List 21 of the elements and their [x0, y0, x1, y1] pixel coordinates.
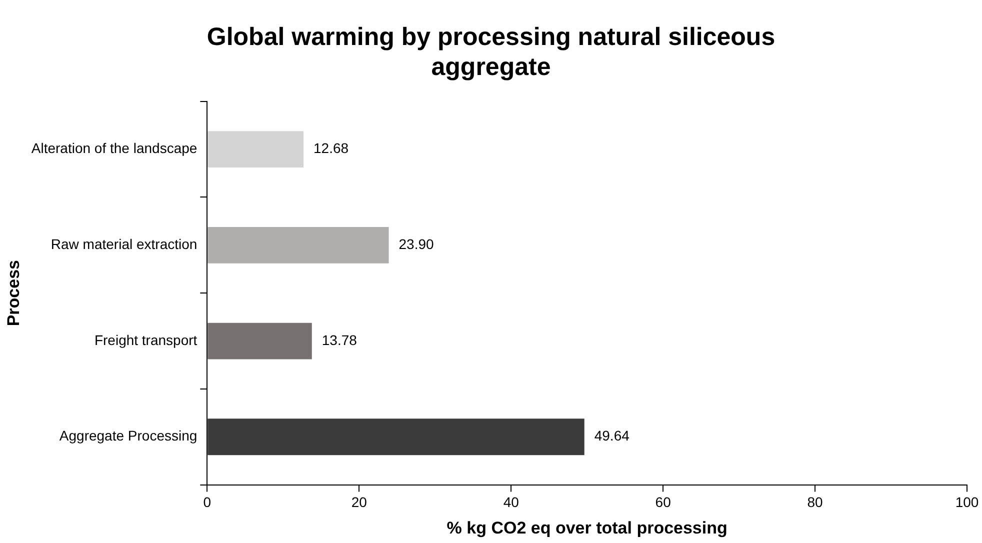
x-axis-title: % kg CO2 eq over total processing [446, 518, 728, 538]
bar [208, 226, 389, 264]
bar [208, 322, 312, 360]
y-tick-label: Alteration of the landscape [31, 140, 198, 156]
bar [208, 131, 304, 168]
x-tick-label: 80 [807, 494, 824, 510]
data-label: 12.68 [314, 140, 349, 156]
data-label: 13.78 [322, 332, 358, 348]
y-tick-label: Freight transport [94, 332, 198, 348]
y-axis-title: Process [4, 260, 23, 326]
bar [208, 418, 584, 456]
data-label: 49.64 [594, 428, 630, 444]
x-tick-label: 20 [351, 494, 368, 510]
chart-title: Global warming by processing natural siliceous aggregate [206, 22, 776, 83]
y-tick-label: Aggregate Processing [59, 428, 198, 444]
x-tick-label: 100 [955, 494, 979, 510]
data-label: 23.90 [398, 236, 434, 252]
x-tick-label: 40 [503, 494, 520, 510]
y-tick-label: Raw material extraction [50, 236, 198, 252]
x-tick-label: 60 [655, 494, 672, 510]
x-tick-label: 0 [203, 494, 212, 510]
